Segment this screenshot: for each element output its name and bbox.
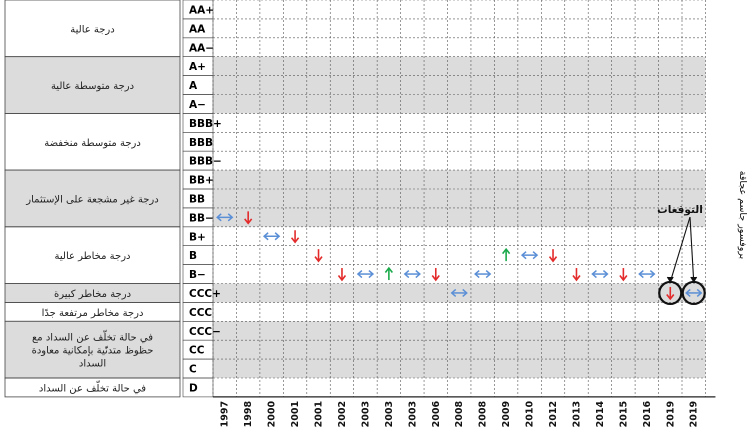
rating-event-down	[619, 268, 628, 282]
year-tick-label: 2003	[384, 401, 395, 427]
year-tick-label: 2012	[548, 401, 559, 427]
rating-label: AA	[189, 23, 206, 35]
forecast-pointer-head	[666, 276, 674, 283]
rating-label: B	[189, 250, 197, 262]
category-cell-border	[4, 377, 181, 398]
year-tick-label: 3, 2001	[314, 401, 325, 430]
rating-label: CCC+	[189, 288, 221, 300]
category-label: درجة مخاطر مرتفعة جدًا	[42, 308, 144, 319]
grid-band-shade	[213, 321, 706, 378]
year-tick-label: 2009	[501, 401, 512, 427]
year-tick-label: 1, 2006	[431, 401, 442, 430]
year-tick-label: 2013	[571, 401, 582, 427]
category-band-shade	[5, 283, 180, 303]
category-label: درجة مخاطر كبيرة	[54, 289, 131, 300]
rating-label: BBB−	[189, 156, 222, 168]
rating-event-down	[572, 268, 581, 282]
year-tick-label: 6, 1997	[220, 401, 231, 430]
rating-label: A+	[189, 61, 206, 73]
rating-event-stable	[262, 232, 281, 241]
category-band-shade	[5, 56, 180, 114]
rating-label: BB	[189, 193, 205, 205]
forecast-pointer-line	[669, 216, 691, 283]
year-tick-label: 4, 2019	[689, 401, 700, 430]
rating-event-up	[384, 266, 394, 281]
grid-band-shade	[213, 56, 706, 114]
forecast-callout-label: التوقعات	[657, 204, 703, 216]
rating-event-stable	[216, 213, 234, 222]
rating-event-stable	[474, 269, 492, 279]
rating-label: BB−	[189, 212, 214, 224]
category-label: درجة متوسطة منخفضة	[44, 138, 141, 149]
rating-event-stable	[356, 269, 375, 279]
category-label: في حالة تخلّف عن السداد	[39, 380, 146, 394]
rating-label: BBB	[189, 137, 213, 149]
rating-label: D	[189, 382, 198, 394]
year-tick-label: 2000	[267, 401, 278, 428]
rating-label: AA−	[189, 42, 214, 54]
year-tick-label: 2016	[642, 401, 653, 428]
rating-event-down	[290, 230, 300, 244]
rating-event-stable	[685, 288, 703, 298]
rating-label: CC	[189, 345, 205, 357]
year-tick-label: 0, 2002	[337, 401, 348, 430]
category-label: درجة عالية	[70, 24, 114, 35]
rating-label: B+	[189, 231, 206, 243]
year-tick-label: 2008	[478, 401, 489, 428]
category-band-shade	[5, 170, 180, 227]
rating-label: BB+	[189, 175, 214, 187]
category-label: درجة متوسطة عالية	[51, 81, 134, 92]
category-band-shade	[5, 321, 180, 378]
rating-event-stable	[638, 269, 656, 279]
rating-label: C	[189, 364, 197, 376]
rating-label: CCC−	[189, 326, 221, 338]
year-tick-label: 2015	[618, 401, 629, 427]
category-label: درجة غير مشجعة على الإستثمار	[25, 194, 158, 205]
rating-cell-border	[182, 358, 214, 379]
grid-band-shade	[213, 170, 706, 227]
rating-event-up	[501, 247, 511, 262]
rating-event-down	[337, 268, 347, 282]
rating-cell-border	[182, 245, 214, 265]
year-tick-label: 2003	[407, 401, 418, 427]
rating-label: A−	[189, 99, 206, 111]
forecast-pointer-line	[689, 216, 695, 282]
forecast-pointer-head	[690, 276, 698, 283]
year-tick-label: 2008	[454, 401, 465, 428]
category-label: درجة مخاطر عالية	[55, 251, 131, 262]
author-label: بروفسور جاسم عجاقة	[737, 171, 748, 259]
rating-label: B−	[189, 269, 206, 281]
rating-event-stable	[520, 251, 539, 260]
rating-event-down	[666, 286, 675, 301]
rating-label: A	[189, 80, 198, 92]
rating-cell-border	[182, 377, 214, 398]
category-label: في حالة تخلّف عن السداد مع حظوظ متدنّية ب…	[32, 329, 154, 369]
year-tick-label: 2019	[665, 401, 676, 427]
rating-cell-border	[182, 75, 214, 95]
rating-event-down	[431, 268, 440, 282]
rating-event-down	[548, 249, 558, 263]
rating-label: CCC	[189, 307, 212, 319]
year-tick-label: 3, 2010	[525, 401, 536, 430]
rating-event-stable	[591, 269, 609, 279]
year-tick-label: 2001	[290, 401, 301, 427]
rating-event-stable	[450, 288, 468, 298]
year-tick-label: 6, 1998	[243, 401, 254, 430]
rating-event-down	[244, 211, 253, 225]
rating-label: BBB+	[189, 118, 222, 130]
rating-event-stable	[403, 269, 421, 279]
rating-label: AA+	[189, 4, 214, 16]
year-tick-label: 2014	[595, 401, 606, 428]
year-tick-label: 2003	[360, 401, 371, 427]
rating-event-down	[314, 249, 323, 263]
